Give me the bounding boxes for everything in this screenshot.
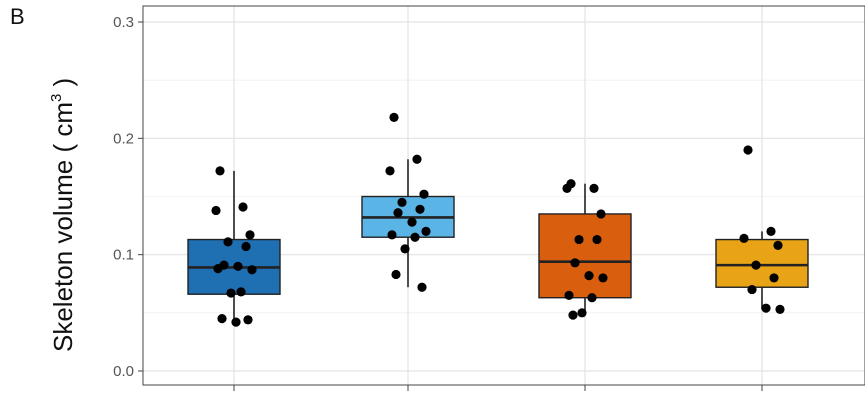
data-point <box>564 290 574 300</box>
boxes <box>187 112 809 327</box>
x-axis <box>233 385 763 391</box>
y-axis: 0.0 0.1 0.2 0.3 <box>113 14 143 380</box>
data-point <box>743 145 753 155</box>
box-group-4 <box>715 145 809 314</box>
data-point <box>577 308 587 318</box>
data-point <box>415 204 425 214</box>
data-point <box>393 208 403 218</box>
data-point <box>241 241 251 252</box>
data-point <box>589 183 599 193</box>
data-point <box>417 282 427 292</box>
data-point <box>584 271 594 281</box>
y-tick-label: 0.1 <box>113 247 134 264</box>
y-tick-label: 0.0 <box>113 363 134 380</box>
data-point <box>243 315 253 325</box>
data-point <box>217 314 227 324</box>
data-point <box>400 244 410 254</box>
data-point <box>598 273 608 283</box>
data-point <box>574 234 584 245</box>
data-point <box>751 260 761 270</box>
data-point <box>775 304 785 314</box>
panel-letter: B <box>10 4 25 29</box>
data-point <box>247 265 257 275</box>
data-point <box>238 202 248 212</box>
data-point <box>213 264 223 274</box>
data-point <box>592 234 602 245</box>
data-point <box>215 166 225 176</box>
data-point <box>739 233 749 243</box>
data-point <box>596 209 606 219</box>
box <box>538 213 632 299</box>
box-group-1 <box>187 166 281 327</box>
data-point <box>769 273 779 283</box>
box <box>715 238 809 288</box>
y-tick-label: 0.3 <box>113 14 134 31</box>
y-axis-title: Skeleton volume ( cm3 ) <box>48 78 78 352</box>
data-point <box>766 226 776 236</box>
data-point <box>387 230 397 240</box>
data-point <box>211 205 221 216</box>
box-group-2 <box>361 112 455 292</box>
data-point <box>421 226 431 236</box>
grid-lines <box>143 6 865 385</box>
data-point <box>747 284 757 295</box>
data-point <box>389 112 399 122</box>
y-axis-label: Skeleton volume ( cm3 ) <box>48 78 78 352</box>
plot-border <box>142 5 865 386</box>
data-point <box>231 317 241 327</box>
data-point <box>410 232 420 242</box>
data-point <box>570 258 580 268</box>
data-point <box>236 287 246 297</box>
data-point <box>226 288 236 298</box>
data-point <box>761 303 771 313</box>
data-point <box>419 189 429 199</box>
plot-panel <box>142 5 865 386</box>
data-point <box>407 217 417 227</box>
data-point <box>773 240 783 250</box>
data-point <box>385 166 395 176</box>
data-point <box>391 269 401 280</box>
data-point <box>245 230 255 240</box>
data-point <box>568 310 578 320</box>
data-point <box>412 154 422 164</box>
data-point <box>562 183 572 193</box>
data-point <box>587 293 597 303</box>
data-point <box>223 237 233 247</box>
data-point <box>233 261 243 271</box>
y-tick-label: 0.2 <box>113 130 134 147</box>
box-group-3 <box>538 179 632 320</box>
data-point <box>397 197 407 207</box>
